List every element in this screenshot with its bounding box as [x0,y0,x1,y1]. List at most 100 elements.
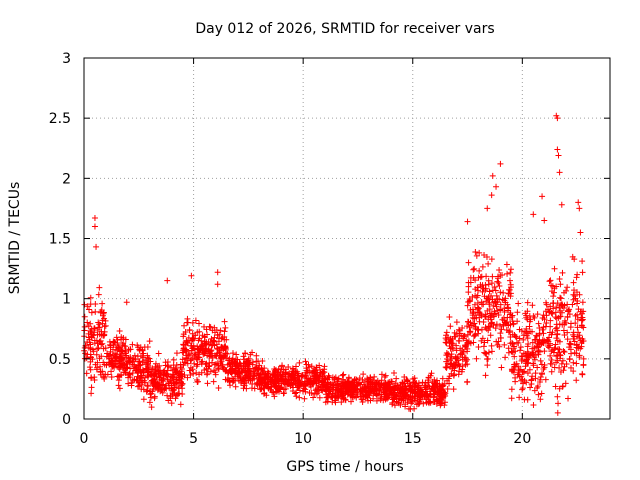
data-point [147,394,154,401]
x-tick-label: 15 [404,431,422,447]
data-point [484,307,491,314]
data-point [464,339,471,346]
data-point [475,343,482,350]
data-point [460,335,467,342]
data-point [199,332,206,339]
data-point [229,366,236,373]
data-point [215,385,222,392]
data-point [450,372,457,379]
data-point [146,399,153,406]
data-point [158,382,165,389]
data-point [459,366,466,373]
data-point [489,273,496,280]
data-point [464,318,471,325]
data-point [501,341,508,348]
data-point [417,396,424,403]
data-point [307,383,314,390]
data-point [480,343,487,350]
data-point [561,332,568,339]
data-point [162,385,169,392]
data-point [364,383,371,390]
data-point [308,389,315,396]
data-point [367,384,374,391]
data-point [296,359,303,366]
data-point [542,308,549,315]
data-point [537,374,544,381]
data-point [101,323,108,330]
data-point [373,379,380,386]
data-point [279,371,286,378]
data-point [108,355,115,362]
data-point [469,314,476,321]
data-point [291,373,298,380]
data-point [519,386,526,393]
data-point [112,350,119,357]
data-point [472,249,479,256]
data-point [251,375,258,382]
data-point [579,371,586,378]
data-points [81,112,587,416]
data-point [534,383,541,390]
data-point [488,280,495,287]
data-point [554,409,561,416]
data-point [408,397,415,404]
data-point [243,359,250,366]
data-point [396,385,403,392]
data-point [498,326,505,333]
data-point [334,378,341,385]
data-point [115,382,122,389]
data-point [423,385,430,392]
data-point [95,345,102,352]
data-point [94,345,101,352]
data-point [433,377,440,384]
data-point [217,355,224,362]
data-point [83,370,90,377]
data-point [196,371,203,378]
data-point [246,368,253,375]
data-point [526,366,533,373]
data-point [546,334,553,341]
data-point [509,318,516,325]
data-point [464,218,471,225]
data-point [481,293,488,300]
data-point [580,324,587,331]
data-point [541,348,548,355]
data-point [551,265,558,272]
data-point [88,374,95,381]
data-point [451,364,458,371]
data-point [370,395,377,402]
data-point [86,306,93,313]
data-point [378,371,385,378]
data-point [340,371,347,378]
data-point [371,388,378,395]
data-point [444,385,451,392]
data-point [400,393,407,400]
data-point [575,306,582,313]
data-point [271,367,278,374]
data-point [126,371,133,378]
data-point [169,389,176,396]
data-point [131,352,138,359]
data-point [210,378,217,385]
data-point [526,323,533,330]
data-point [529,373,536,380]
data-point [575,199,582,206]
y-tick-label: 0 [62,412,71,428]
data-point [416,396,423,403]
data-point [530,211,537,218]
data-point [321,363,328,370]
data-point [521,396,528,403]
data-point [574,289,581,296]
data-point [325,386,332,393]
data-point [470,266,477,273]
data-point [173,350,180,357]
data-point [308,363,315,370]
data-point [373,397,380,404]
data-point [340,383,347,390]
data-point [165,397,172,404]
data-point [559,357,566,364]
data-point [528,380,535,387]
data-point [509,340,516,347]
data-point [452,355,459,362]
data-point [109,358,116,365]
